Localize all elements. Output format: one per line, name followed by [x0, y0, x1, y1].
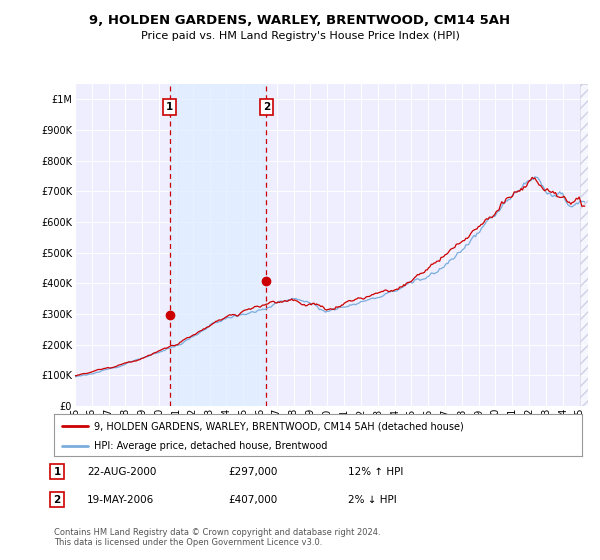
Bar [170, 84, 266, 406]
Text: 1: 1 [166, 102, 173, 112]
Text: 9, HOLDEN GARDENS, WARLEY, BRENTWOOD, CM14 5AH (detached house): 9, HOLDEN GARDENS, WARLEY, BRENTWOOD, CM… [94, 421, 463, 431]
Text: £407,000: £407,000 [228, 494, 277, 505]
Text: 2: 2 [263, 102, 270, 112]
Bar [580, 84, 588, 406]
Text: Contains HM Land Registry data © Crown copyright and database right 2024.
This d: Contains HM Land Registry data © Crown c… [54, 528, 380, 547]
Text: 19-MAY-2006: 19-MAY-2006 [87, 494, 154, 505]
Text: 2% ↓ HPI: 2% ↓ HPI [348, 494, 397, 505]
Text: 1: 1 [53, 466, 61, 477]
Text: £297,000: £297,000 [228, 466, 277, 477]
Text: 9, HOLDEN GARDENS, WARLEY, BRENTWOOD, CM14 5AH: 9, HOLDEN GARDENS, WARLEY, BRENTWOOD, CM… [89, 14, 511, 27]
Text: HPI: Average price, detached house, Brentwood: HPI: Average price, detached house, Bren… [94, 441, 327, 451]
Text: 22-AUG-2000: 22-AUG-2000 [87, 466, 157, 477]
Text: 2: 2 [53, 494, 61, 505]
Text: 12% ↑ HPI: 12% ↑ HPI [348, 466, 403, 477]
Text: Price paid vs. HM Land Registry's House Price Index (HPI): Price paid vs. HM Land Registry's House … [140, 31, 460, 41]
